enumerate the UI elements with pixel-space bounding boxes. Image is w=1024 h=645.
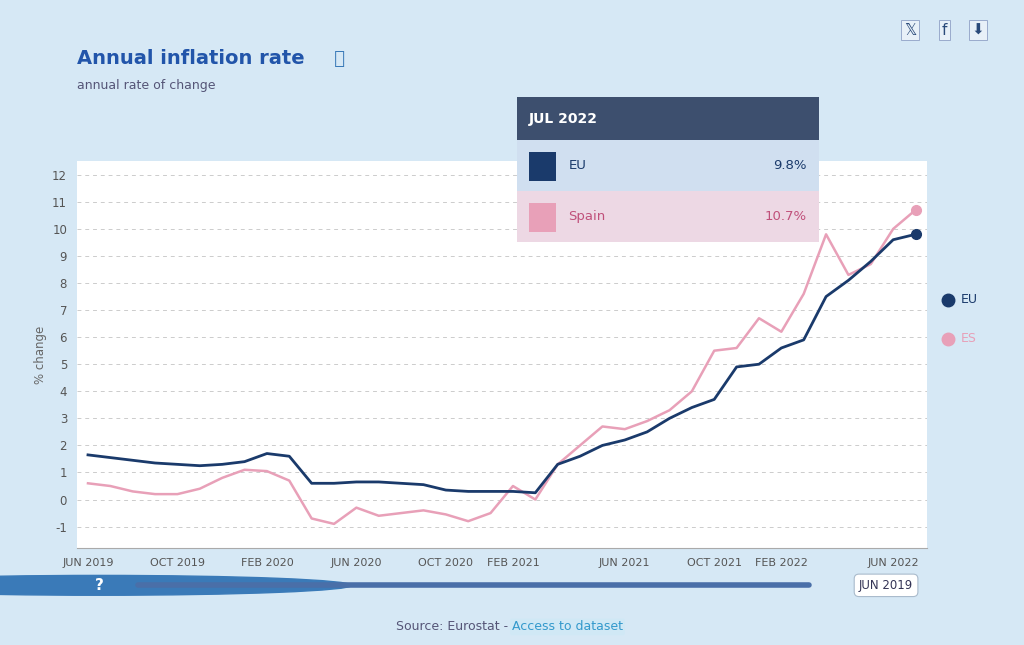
Text: 10.7%: 10.7% (765, 210, 807, 223)
Bar (529, 152, 556, 181)
Y-axis label: % change: % change (34, 326, 46, 384)
Circle shape (0, 575, 351, 595)
Bar (529, 203, 556, 232)
Text: Annual inflation rate: Annual inflation rate (77, 49, 304, 68)
Text: Source: Eurostat -: Source: Eurostat - (396, 620, 512, 633)
Text: EU: EU (961, 293, 978, 306)
Text: annual rate of change: annual rate of change (77, 79, 215, 92)
Text: 9.8%: 9.8% (773, 159, 807, 172)
Text: ES: ES (961, 332, 977, 345)
Bar (517, 141, 819, 191)
Text: ⬇: ⬇ (972, 23, 984, 37)
Text: ?: ? (95, 578, 103, 593)
Bar (517, 97, 819, 141)
Text: JUN 2019: JUN 2019 (859, 579, 913, 592)
Text: ⓘ: ⓘ (328, 50, 345, 68)
Text: EU: EU (568, 159, 587, 172)
Text: f: f (941, 23, 947, 37)
Text: Access to dataset: Access to dataset (512, 620, 623, 633)
Text: Spain: Spain (568, 210, 606, 223)
Text: 𝕏: 𝕏 (904, 23, 916, 37)
Bar (517, 191, 819, 242)
Text: JUL 2022: JUL 2022 (529, 112, 598, 126)
